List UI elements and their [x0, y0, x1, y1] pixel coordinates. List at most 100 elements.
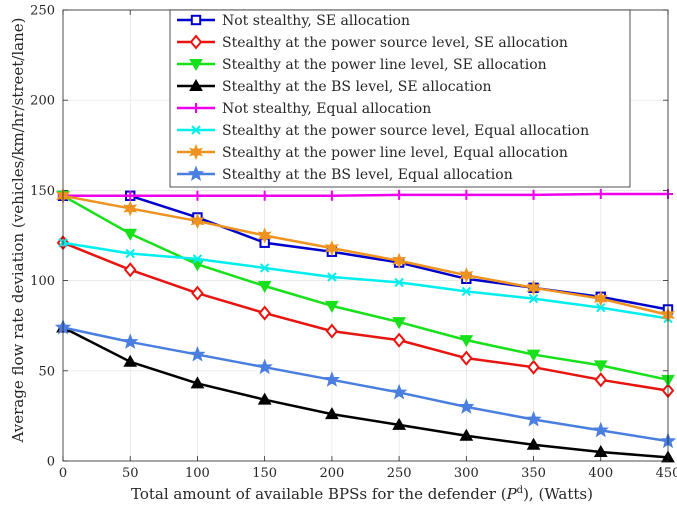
legend-label: Not stealthy, Equal allocation: [222, 101, 431, 117]
legend-marker: [189, 59, 203, 72]
data-point: [593, 444, 608, 457]
y-axis-label: Average flow rate deviation (vehicles/km…: [9, 18, 27, 444]
data-point: [526, 437, 541, 450]
legend-marker: [187, 165, 205, 181]
data-point: [122, 333, 139, 349]
legend-marker: [189, 143, 203, 161]
data-point: [123, 262, 137, 278]
series-line: [62, 326, 669, 459]
data-point: [527, 359, 540, 375]
data-point: [459, 335, 474, 348]
data-point: [326, 190, 337, 201]
x-tick-label: 400: [588, 466, 613, 481]
data-point: [125, 248, 135, 259]
series-5: [58, 189, 673, 201]
legend-label: Stealthy at the BS level, Equal allocati…: [222, 167, 513, 183]
legend-entry: Stealthy at the power line level, SE all…: [177, 57, 547, 73]
data-point: [256, 358, 273, 375]
x-tick-label: 150: [252, 466, 277, 481]
data-point: [594, 372, 608, 388]
data-point: [526, 349, 541, 362]
series-line: [62, 194, 669, 317]
legend-label: Stealthy at the power line level, SE all…: [222, 57, 547, 73]
data-point: [593, 360, 608, 373]
legend-entry: Stealthy at the BS level, SE allocation: [177, 78, 492, 95]
data-point: [325, 323, 339, 339]
data-point: [460, 350, 473, 366]
series-line: [62, 241, 669, 392]
legend-label: Stealthy at the power source level, Equa…: [222, 123, 589, 139]
data-point: [324, 240, 339, 257]
data-point: [192, 254, 203, 264]
data-point: [123, 200, 138, 217]
y-tick-label: 0: [47, 455, 55, 470]
data-point: [459, 428, 474, 441]
legend-entry: Not stealthy, SE allocation: [177, 13, 410, 29]
legend-label: Not stealthy, SE allocation: [222, 13, 410, 29]
x-axis-label: Total amount of available BPSs for the d…: [131, 485, 593, 503]
series-line: [62, 241, 669, 320]
tick-labels: 0 50 100 150 200 250 300 350 400 450 0 50 100 150 200 2…: [30, 4, 677, 482]
data-point: [394, 189, 405, 200]
data-point: [325, 300, 339, 313]
legend-label: Stealthy at the BS level, SE allocation: [222, 79, 492, 95]
data-point: [392, 332, 406, 348]
data-point: [394, 277, 404, 288]
x-tick-label: 350: [521, 466, 546, 481]
data-point: [125, 190, 136, 201]
series-line: [62, 194, 669, 382]
data-point: [461, 286, 472, 297]
legend-marker: [189, 34, 203, 50]
data-point: [528, 293, 539, 304]
x-tick-label: 100: [185, 466, 210, 481]
data-point: [259, 190, 270, 201]
data-point: [596, 302, 606, 313]
data-point: [593, 290, 608, 307]
data-point: [123, 354, 138, 367]
data-point: [392, 252, 407, 269]
x-tick-label: 300: [454, 466, 479, 481]
data-point: [258, 305, 271, 321]
series-line: [62, 326, 669, 443]
legend-label: Stealthy at the power line level, Equal …: [222, 145, 568, 161]
x-tick-label: 0: [59, 466, 67, 481]
legend-box: [169, 9, 631, 188]
x-tick-label: 200: [319, 466, 344, 481]
series-7: [56, 187, 675, 323]
series-3: [56, 190, 675, 387]
data-point: [190, 212, 205, 230]
x-tick-label: 450: [656, 466, 677, 481]
data-point: [525, 410, 542, 427]
data-point: [392, 417, 406, 430]
y-tick-label: 50: [38, 364, 55, 379]
data-point: [592, 421, 609, 438]
legend-label: Stealthy at the power source level, SE a…: [222, 35, 568, 51]
data-point: [458, 398, 475, 414]
series-6: [58, 238, 673, 324]
legend-marker: [191, 125, 201, 135]
legend-entry: Not stealthy, Equal allocation: [177, 101, 431, 117]
legend-entry: Stealthy at the power line level, Equal …: [177, 143, 568, 161]
y-tick-label: 200: [30, 94, 55, 109]
data-point: [257, 281, 272, 294]
legend-entry: Stealthy at the BS level, Equal allocati…: [177, 165, 513, 183]
data-point: [392, 317, 406, 330]
data-point: [323, 371, 341, 387]
x-tick-label: 50: [122, 466, 139, 481]
y-tick-label: 250: [30, 4, 55, 19]
data-point: [123, 228, 138, 241]
legend-entry: Stealthy at the power source level, SE a…: [177, 34, 568, 51]
data-point: [325, 407, 339, 420]
data-point: [595, 189, 606, 200]
data-point: [259, 263, 270, 273]
data-point: [192, 190, 203, 201]
legend-entry: Stealthy at the power source level, Equa…: [177, 123, 589, 139]
data-point: [191, 285, 204, 301]
data-point: [257, 392, 272, 405]
data-point: [257, 227, 272, 244]
data-point: [390, 383, 408, 400]
legend-marker: [191, 103, 201, 113]
series-lines: [54, 187, 677, 463]
series-line: [63, 192, 668, 198]
